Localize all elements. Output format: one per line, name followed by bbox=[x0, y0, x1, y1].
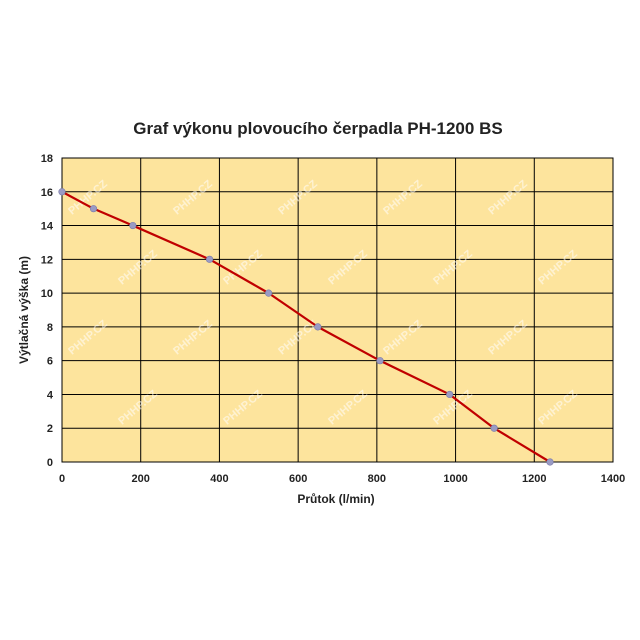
y-tick-labels: 0 2 4 6 8 10 12 14 16 18 bbox=[41, 153, 54, 469]
data-point bbox=[376, 357, 384, 365]
data-point bbox=[58, 188, 66, 196]
x-tick-label: 0 bbox=[59, 473, 65, 485]
data-point bbox=[129, 221, 137, 230]
x-tick-label: 1200 bbox=[522, 473, 546, 485]
y-tick-label: 16 bbox=[41, 187, 53, 199]
data-point bbox=[314, 323, 322, 331]
x-tick-label: 200 bbox=[132, 473, 150, 485]
data-point bbox=[265, 289, 273, 297]
x-tick-label: 1000 bbox=[443, 473, 467, 485]
x-tick-label: 1400 bbox=[601, 473, 625, 485]
y-tick-label: 6 bbox=[47, 356, 53, 368]
data-point bbox=[546, 458, 554, 466]
y-tick-label: 12 bbox=[41, 254, 53, 266]
y-tick-label: 8 bbox=[47, 322, 53, 334]
x-tick-labels: 0 200 400 600 800 1000 1200 1400 bbox=[59, 473, 625, 485]
data-point bbox=[89, 205, 98, 213]
y-tick-label: 2 bbox=[47, 423, 53, 435]
plot-area bbox=[61, 157, 614, 463]
y-tick-label: 14 bbox=[41, 221, 54, 233]
series-line bbox=[61, 190, 551, 463]
plot-background bbox=[61, 157, 614, 463]
y-tick-label: 18 bbox=[41, 153, 53, 165]
y-tick-label: 4 bbox=[47, 389, 54, 401]
data-point bbox=[446, 390, 454, 399]
y-tick-label: 0 bbox=[47, 457, 53, 469]
y-axis-label: Výtlačná výška (m) bbox=[17, 256, 31, 364]
data-point bbox=[490, 424, 498, 432]
x-tick-label: 800 bbox=[368, 473, 386, 485]
series-layer bbox=[58, 188, 554, 466]
x-tick-label: 600 bbox=[289, 473, 307, 485]
data-point bbox=[205, 255, 214, 263]
x-axis-label: Průtok (l/min) bbox=[297, 492, 374, 506]
x-tick-label: 400 bbox=[210, 473, 228, 485]
chart-title: Graf výkonu plovoucího čerpadla PH-1200 … bbox=[133, 119, 502, 138]
y-tick-label: 10 bbox=[41, 288, 53, 300]
